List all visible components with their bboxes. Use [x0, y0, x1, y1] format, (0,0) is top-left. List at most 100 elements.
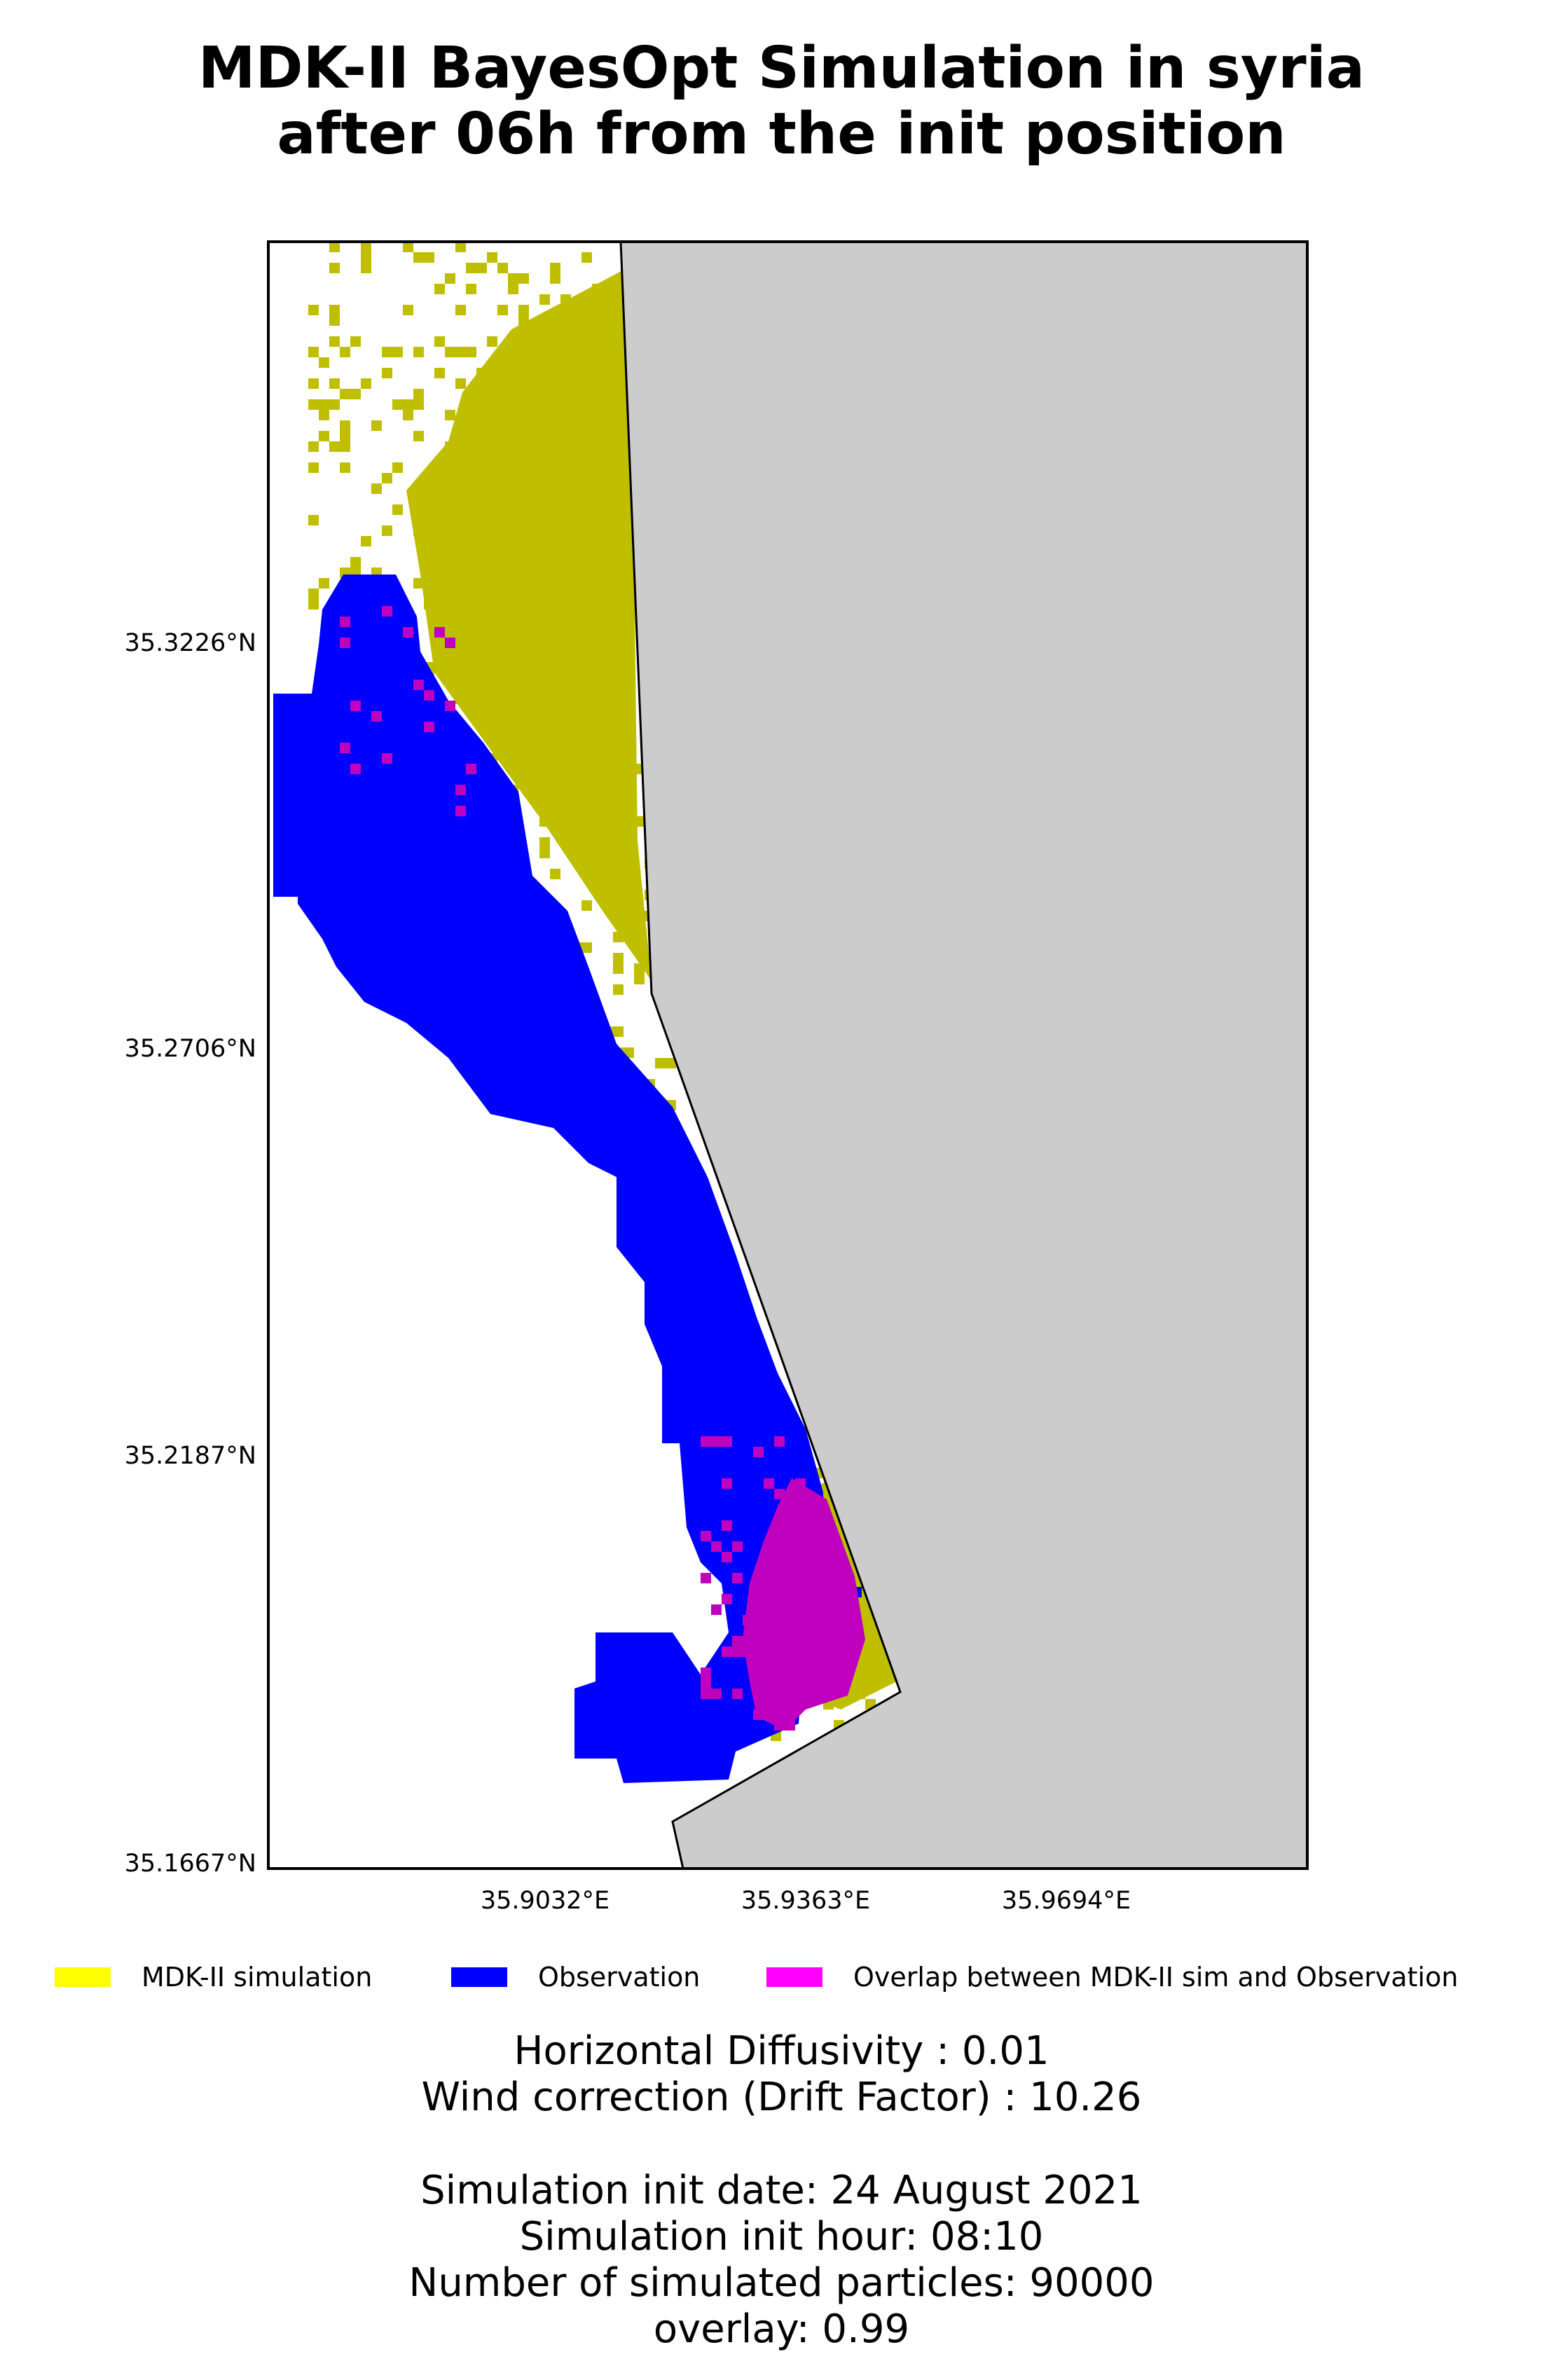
simulation-cell — [613, 326, 624, 336]
simulation-cell — [434, 494, 445, 504]
simulation-cell — [518, 631, 529, 641]
simulation-cell — [865, 1636, 876, 1646]
y-tick-label: 35.3226°N — [124, 629, 256, 657]
legend: MDK-II simulation Observation Overlap be… — [0, 1962, 1563, 2004]
simulation-cell — [634, 963, 645, 974]
simulation-cell — [329, 305, 340, 315]
simulation-cell — [624, 837, 634, 848]
simulation-cell — [560, 515, 571, 525]
simulation-cell — [508, 284, 518, 294]
overlap-cell — [774, 1562, 785, 1573]
simulation-cell — [329, 399, 340, 410]
simulation-cell — [518, 315, 529, 326]
simulation-cell — [581, 722, 592, 732]
overlap-cell — [743, 1646, 753, 1657]
simulation-cell — [382, 525, 392, 536]
simulation-cell — [487, 494, 497, 504]
simulation-cell — [613, 494, 624, 504]
overlap-cell — [764, 1552, 774, 1562]
simulation-cell — [455, 347, 466, 357]
overlap-cell — [466, 764, 476, 774]
overlap-cell — [764, 1678, 774, 1688]
overlap-cell — [445, 638, 455, 648]
simulation-cell — [613, 722, 624, 732]
simulation-cell — [497, 263, 508, 273]
simulation-cell — [340, 431, 350, 441]
simulation-cell — [571, 694, 581, 704]
overlap-cell — [434, 627, 445, 638]
simulation-cell — [529, 711, 539, 722]
simulation-cell — [508, 410, 518, 420]
overlap-cell — [732, 1636, 743, 1646]
overlap-cell — [785, 1657, 795, 1667]
simulation-cell — [445, 483, 455, 494]
simulation-cell — [466, 347, 476, 357]
simulation-cell — [371, 483, 382, 494]
simulation-cell — [560, 294, 571, 305]
simulation-cell — [497, 431, 508, 441]
simulation-cell — [518, 743, 529, 753]
simulation-cell — [624, 921, 634, 932]
simulation-cell — [592, 673, 603, 683]
overlap-cell — [711, 1688, 722, 1699]
simulation-cell — [497, 722, 508, 732]
overlap-cell — [732, 1688, 743, 1699]
overlap-cell — [753, 1710, 764, 1720]
overlap-cell — [785, 1499, 795, 1510]
simulation-cell — [592, 774, 603, 785]
simulation-cell — [571, 848, 581, 858]
simulation-cell — [518, 722, 529, 732]
simulation-cell — [434, 368, 445, 378]
simulation-cell — [466, 483, 476, 494]
simulation-cell — [624, 848, 634, 858]
simulation-cell — [603, 701, 613, 711]
overlap-cell — [711, 1436, 722, 1447]
overlap-cell — [774, 1594, 785, 1604]
simulation-cell — [413, 578, 424, 589]
simulation-cell — [518, 462, 529, 473]
simulation-cell — [539, 525, 550, 536]
simulation-cell — [308, 599, 319, 610]
observation-cell — [273, 575, 827, 1783]
simulation-cell — [581, 683, 592, 694]
overlap-cell — [413, 680, 424, 690]
simulation-cell — [592, 357, 603, 368]
overlap-cell — [785, 1710, 795, 1720]
simulation-cell — [445, 410, 455, 420]
simulation-cell — [455, 473, 466, 483]
overlap-cell — [722, 1478, 732, 1489]
simulation-cell — [592, 568, 603, 578]
simulation-cell — [487, 252, 497, 263]
simulation-cell — [571, 578, 581, 589]
simulation-cell — [550, 816, 560, 827]
simulation-cell — [613, 389, 624, 399]
simulation-cell — [403, 399, 413, 410]
simulation-cell — [592, 806, 603, 816]
simulation-cell — [592, 764, 603, 774]
simulation-cell — [539, 848, 550, 858]
simulation-cell — [497, 305, 508, 315]
particles-text: Number of simulated particles: 90000 — [408, 2260, 1155, 2306]
simulation-cell — [666, 1058, 676, 1068]
simulation-cell — [508, 273, 518, 284]
init-date-text: Simulation init date: 24 August 2021 — [420, 2168, 1143, 2213]
overlap-cell — [785, 1604, 795, 1615]
simulation-cell — [445, 546, 455, 557]
overlap-cell — [701, 1531, 711, 1541]
init-hour-text: Simulation init hour: 08:10 — [519, 2214, 1044, 2259]
y-tick-label: 35.2706°N — [124, 1035, 256, 1063]
simulation-cell — [445, 273, 455, 284]
overlap-cell — [722, 1552, 732, 1562]
overlap-cell — [722, 1436, 732, 1447]
overlap-cell — [785, 1562, 795, 1573]
simulation-cell — [329, 441, 340, 452]
overlap-cell — [445, 701, 455, 711]
simulation-cell — [539, 378, 550, 389]
overlap-cell — [774, 1489, 785, 1499]
simulation-cell — [455, 631, 466, 641]
overlap-cell — [701, 1688, 711, 1699]
overlap-cell — [774, 1436, 785, 1447]
overlap-cell — [722, 1646, 732, 1657]
simulation-cell — [550, 536, 560, 546]
overlap-cell — [764, 1699, 774, 1710]
